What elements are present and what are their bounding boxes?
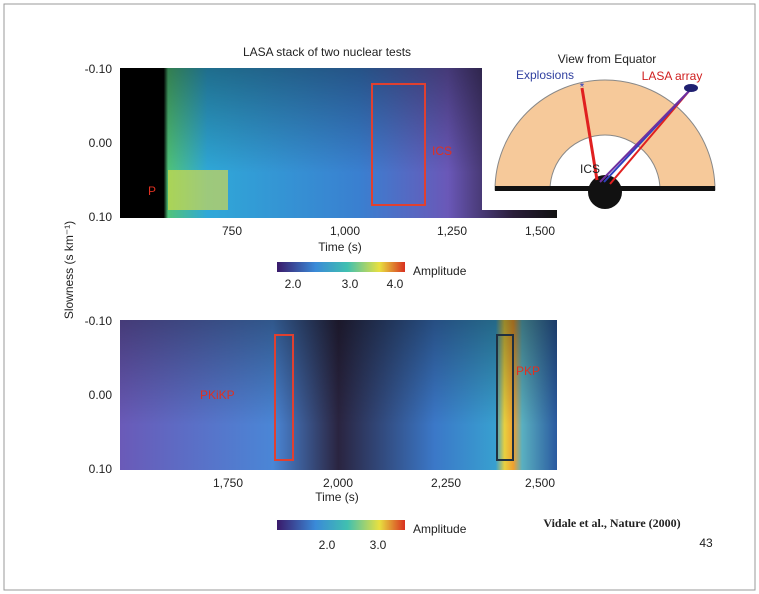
x-label: Time (s) (315, 490, 359, 504)
y-tick-label: 0.10 (89, 210, 113, 224)
colorbar-label: Amplitude (413, 522, 467, 536)
y-tick-label: -0.10 (85, 314, 113, 328)
array (684, 84, 698, 92)
y-tick-label: -0.10 (85, 62, 113, 76)
colorbar-tick: 4.0 (387, 277, 404, 291)
core (588, 175, 622, 209)
ray (599, 89, 691, 183)
colorbar-tick: 2.0 (319, 538, 336, 552)
x-tick-label: 1,750 (213, 476, 243, 490)
phase-label: PKP (516, 364, 540, 378)
x-tick-label: 1,500 (525, 224, 555, 238)
phase-label: P (148, 184, 156, 198)
colorbar (277, 262, 405, 272)
bottom-heatmap-shade (120, 320, 557, 470)
slide-number: 43 (699, 536, 713, 550)
colorbar-tick: 2.0 (285, 277, 302, 291)
x-tick-label: 2,000 (323, 476, 353, 490)
x-tick-label: 2,250 (431, 476, 461, 490)
colorbar (277, 520, 405, 530)
ics-box (371, 83, 426, 206)
p-arrival (168, 170, 228, 210)
y-tick-label: 0.10 (89, 462, 113, 476)
top-title: LASA stack of two nuclear tests (243, 45, 411, 59)
mantle (494, 79, 716, 191)
colorbar-tick: 3.0 (370, 538, 387, 552)
inset-label: ICS (580, 162, 600, 176)
y-tick-label: 0.00 (89, 136, 113, 150)
colorbar-label: Amplitude (413, 264, 467, 278)
y-label: Slowness (s km⁻¹) (62, 221, 76, 319)
citation: Vidale et al., Nature (2000) (543, 516, 680, 530)
phase-label: ICS (432, 144, 452, 158)
y-tick-label: 0.00 (89, 388, 113, 402)
phase-label: PKiKP (200, 388, 235, 402)
pkikp-box (274, 334, 294, 461)
colorbar-tick: 3.0 (342, 277, 359, 291)
slide-border (3, 3, 756, 591)
x-tick-label: 2,500 (525, 476, 555, 490)
star: * (580, 80, 585, 94)
x-tick-label: 750 (222, 224, 242, 238)
inset-label: Explosions (516, 68, 574, 82)
ray (580, 87, 599, 181)
pkp-box (496, 334, 514, 461)
x-tick-label: 1,250 (437, 224, 467, 238)
x-tick-label: 1,000 (330, 224, 360, 238)
inset-label: LASA array (642, 69, 703, 83)
inset-title: View from Equator (558, 52, 657, 66)
x-label: Time (s) (318, 240, 362, 254)
